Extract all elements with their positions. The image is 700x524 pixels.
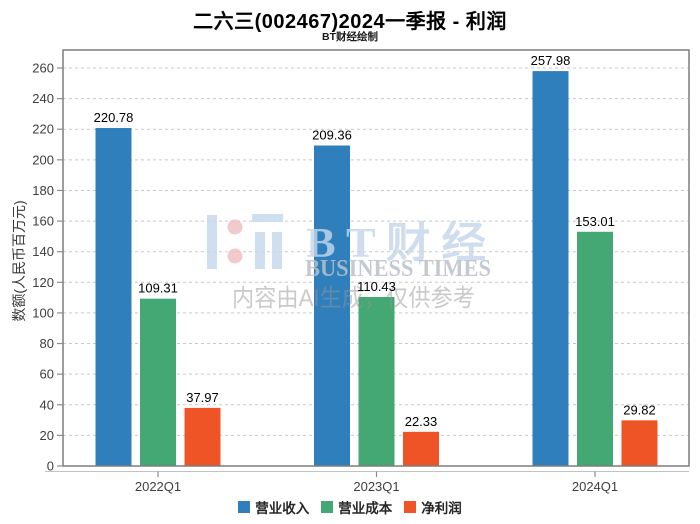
watermark-logo-pi-leg xyxy=(272,232,282,269)
x-tick-label: 2023Q1 xyxy=(353,479,399,494)
legend-swatch xyxy=(404,501,417,513)
y-tick-label: 20 xyxy=(40,428,54,443)
chart-title: 二六三(002467)2024一季报 - 利润 xyxy=(193,11,507,33)
chart-subtitle: BT财经绘制 xyxy=(322,31,378,43)
bar-净利润-2024Q1 xyxy=(621,420,658,466)
watermark-logo-dot xyxy=(227,248,243,264)
value-label: 209.36 xyxy=(312,128,352,143)
y-tick-label: 40 xyxy=(40,397,54,412)
value-label: 153.01 xyxy=(575,214,615,229)
value-label: 110.43 xyxy=(357,279,396,294)
y-tick-label: 60 xyxy=(40,367,54,382)
legend-item-营业收入: 营业收入 xyxy=(238,497,309,517)
y-tick-label: 240 xyxy=(32,91,54,106)
value-label: 29.82 xyxy=(623,402,656,417)
bar-营业成本-2022Q1 xyxy=(140,298,176,466)
y-tick-label: 0 xyxy=(47,459,54,474)
y-tick-label: 160 xyxy=(32,214,54,229)
y-tick-label: 80 xyxy=(40,336,54,351)
y-tick-label: 100 xyxy=(32,305,54,320)
bar-营业收入-2023Q1 xyxy=(314,145,350,466)
x-tick-label: 2024Q1 xyxy=(572,479,618,494)
bar-净利润-2023Q1 xyxy=(403,431,439,466)
watermark-brand-sub: BUSINESS TIMES xyxy=(305,256,491,282)
watermark-logo-bar xyxy=(207,215,217,269)
value-label: 22.33 xyxy=(405,414,438,429)
plot-frame xyxy=(62,49,690,467)
y-tick-label: 120 xyxy=(32,275,54,290)
y-tick-label: 180 xyxy=(32,183,54,198)
bar-营业收入-2024Q1 xyxy=(532,71,569,466)
legend-label: 营业成本 xyxy=(338,501,393,516)
bar-营业成本-2024Q1 xyxy=(577,231,613,466)
legend-item-营业成本: 营业成本 xyxy=(321,497,392,517)
value-label: 37.97 xyxy=(186,390,219,405)
legend-label: 营业收入 xyxy=(255,501,310,516)
legend-swatch xyxy=(238,501,251,513)
value-label: 220.78 xyxy=(94,110,134,125)
bars xyxy=(95,71,658,466)
watermark-logo-pi-leg xyxy=(255,232,265,269)
legend-swatch xyxy=(321,501,334,513)
chart-legend: 营业收入 营业成本 净利润 xyxy=(0,497,700,517)
value-label: 257.98 xyxy=(531,53,571,68)
axes: 0 20 40 60 80 100 120 140 160 180 200 220 240 260 2022… xyxy=(32,49,690,494)
bar-营业收入-2022Q1 xyxy=(95,128,132,466)
x-tick-label: 2022Q1 xyxy=(135,479,181,494)
watermark-brand-name: B T 财 经 xyxy=(306,220,486,267)
bar-净利润-2022Q1 xyxy=(184,407,221,466)
bar-营业成本-2023Q1 xyxy=(358,296,395,466)
y-tick-label: 220 xyxy=(32,122,54,137)
legend-label: 净利润 xyxy=(421,501,462,516)
watermark-logo-dot xyxy=(227,219,243,235)
value-label: 109.31 xyxy=(138,281,178,296)
y-tick-label: 140 xyxy=(32,244,54,259)
y-tick-label: 260 xyxy=(32,61,54,76)
watermark-logo-pi-top xyxy=(252,214,283,222)
legend-item-净利润: 净利润 xyxy=(404,497,462,517)
value-labels: 220.78 209.36 257.98 109.31 110.43 153.01 37.9… xyxy=(94,53,656,429)
watermark-disclaimer: 内容由AI生成，仅供参考 xyxy=(232,285,475,312)
y-tick-label: 200 xyxy=(32,152,54,167)
